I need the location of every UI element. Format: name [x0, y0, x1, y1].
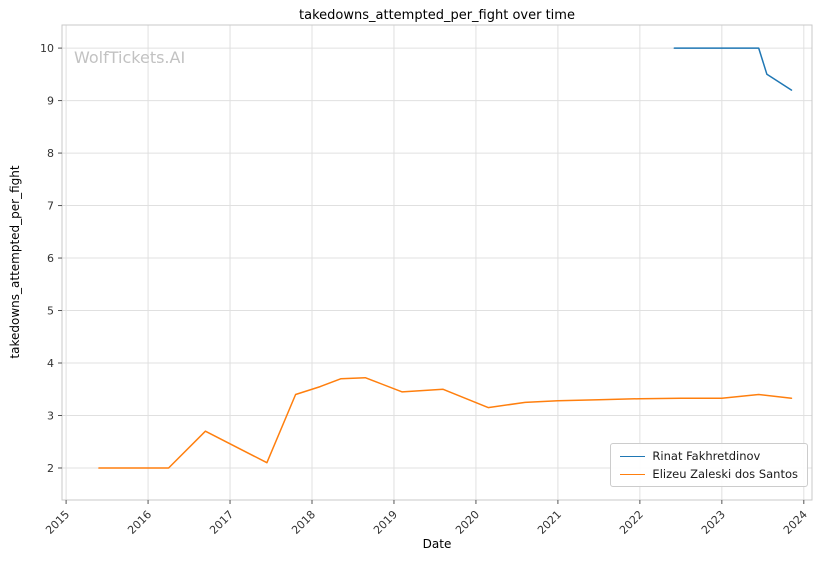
legend-item: Elizeu Zaleski dos Santos	[620, 467, 798, 481]
y-tick-label: 4	[47, 357, 54, 370]
x-tick-label: 2022	[617, 508, 646, 537]
x-axis-label: Date	[422, 537, 452, 551]
chart-title: takedowns_attempted_per_fight over time	[299, 8, 575, 23]
x-tick-label: 2020	[453, 508, 482, 537]
y-tick-label: 8	[47, 147, 54, 160]
x-tick-label: 2019	[371, 508, 400, 537]
legend-line-swatch	[620, 473, 646, 475]
y-tick-label: 5	[47, 305, 54, 318]
legend: Rinat Fakhretdinov Elizeu Zaleski dos San…	[610, 443, 808, 487]
y-tick-label: 6	[47, 252, 54, 265]
series-line-1	[98, 376, 793, 469]
plot-frame	[61, 24, 813, 501]
legend-line-swatch	[620, 455, 646, 457]
legend-label: Elizeu Zaleski dos Santos	[652, 467, 798, 481]
y-tick-label: 9	[47, 95, 54, 108]
x-tick-label: 2018	[289, 508, 318, 537]
watermark: WolfTickets.AI	[74, 48, 186, 67]
legend-label: Rinat Fakhretdinov	[652, 449, 761, 463]
y-tick-label: 7	[47, 200, 54, 213]
series-line-0	[673, 47, 793, 91]
legend-item: Rinat Fakhretdinov	[620, 449, 798, 463]
y-tick-label: 2	[47, 462, 54, 475]
y-tick-label: 3	[47, 409, 54, 422]
x-tick-label: 2015	[43, 508, 72, 537]
x-tick-label: 2023	[699, 508, 728, 537]
y-tick-label: 10	[40, 42, 54, 55]
x-tick-label: 2016	[125, 508, 154, 537]
x-tick-label: 2017	[207, 508, 236, 537]
x-tick-label: 2024	[781, 508, 810, 537]
y-axis-label: takedowns_attempted_per_fight	[8, 165, 22, 359]
x-tick-label: 2021	[535, 508, 564, 537]
